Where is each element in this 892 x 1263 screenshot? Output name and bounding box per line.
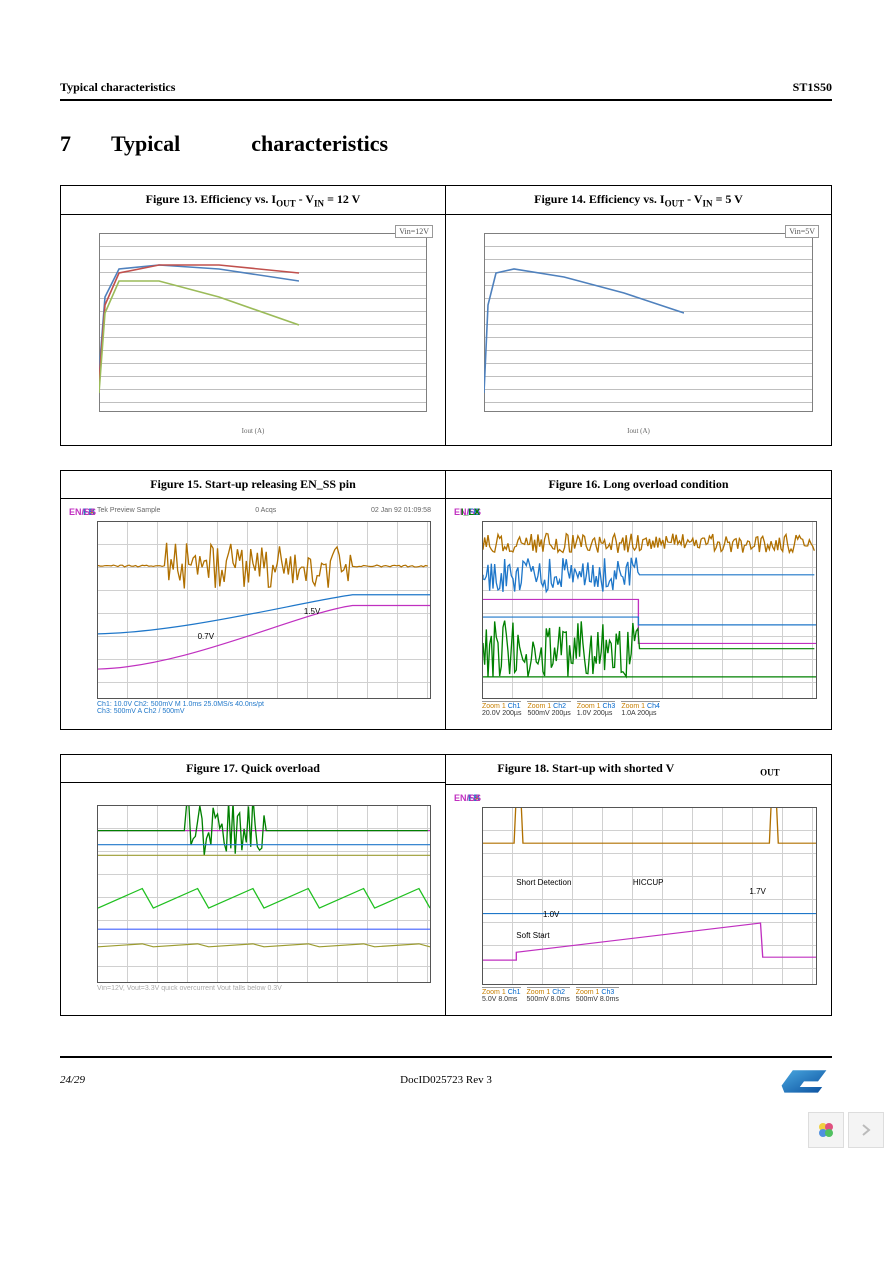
st-logo [776,1064,832,1096]
flower-icon[interactable] [808,1112,844,1148]
header-left: Typical characteristics [60,80,175,95]
figure-13-caption: Figure 13. Efficiency vs. IOUT - VIN = 1… [61,186,445,215]
figure-14-lines [484,233,684,433]
figure-row-1: Figure 13. Efficiency vs. IOUT - VIN = 1… [60,185,832,446]
figure-13-chart: Vin=12V Iout (A) [61,215,445,445]
figure-14-chart: Vin=5V Iout (A) [446,215,831,445]
figure-grid: Figure 13. Efficiency vs. IOUT - VIN = 1… [60,185,832,1016]
signal-label-enss: EN/SS [454,793,482,803]
figure-13-lines [99,233,299,433]
figure-18-chart: Short DetectionHICCUP1.7V1.0VSoft Start … [446,785,831,1015]
signal-label-enss: EN/SS [69,507,97,517]
figure-17-caption: Figure 17. Quick overload [61,755,445,783]
figure-17-chart: Vin=12V, Vout=3.3V quick overcurrent Vou… [61,783,445,1013]
section-title: 7Typical characteristics [60,131,832,157]
annotation: Soft Start [516,931,549,940]
page-header: Typical characteristics ST1S50 [60,80,832,101]
next-icon[interactable] [848,1112,884,1148]
page-footer: 24/29 DocID025723 Rev 3 [60,1056,832,1096]
figure-16-caption: Figure 16. Long overload condition [446,471,831,499]
figure-18: Figure 18. Start-up with shorted V OUT S… [446,755,831,1014]
annotation: Short Detection [516,878,571,887]
figure-15-chart: Tek Preview Sample 0 Acqs 02 Jan 92 01:0… [61,499,445,729]
figure-row-2: Figure 15. Start-up releasing EN_SS pin … [60,470,832,730]
annotation: HICCUP [633,878,664,887]
figure-15: Figure 15. Start-up releasing EN_SS pin … [61,471,446,729]
figure-14-caption: Figure 14. Efficiency vs. IOUT - VIN = 5… [446,186,831,215]
annotation: 0.7V [198,632,214,641]
page-number: 24/29 [60,1074,85,1086]
header-right: ST1S50 [793,80,832,95]
figure-13: Figure 13. Efficiency vs. IOUT - VIN = 1… [61,186,446,445]
figure-14: Figure 14. Efficiency vs. IOUT - VIN = 5… [446,186,831,445]
annotation: 1.7V [749,887,765,896]
annotation: 1.0V [543,910,559,919]
annotation: 1.5V [304,607,320,616]
figure-row-3: Figure 17. Quick overload Vin=12V, Vout=… [60,754,832,1015]
doc-id: DocID025723 Rev 3 [400,1074,492,1086]
figure-15-caption: Figure 15. Start-up releasing EN_SS pin [61,471,445,499]
figure-17: Figure 17. Quick overload Vin=12V, Vout=… [61,755,446,1014]
figure-18-caption: Figure 18. Start-up with shorted V OUT [446,755,831,784]
figure-16-chart: LXEN/SSFBI_LX Zoom 1 Ch120.0V 200µsZoom … [446,499,831,729]
floating-buttons [808,1112,884,1148]
signal-label-ilx: I_LX [454,507,482,517]
figure-16: Figure 16. Long overload condition LXEN/… [446,471,831,729]
